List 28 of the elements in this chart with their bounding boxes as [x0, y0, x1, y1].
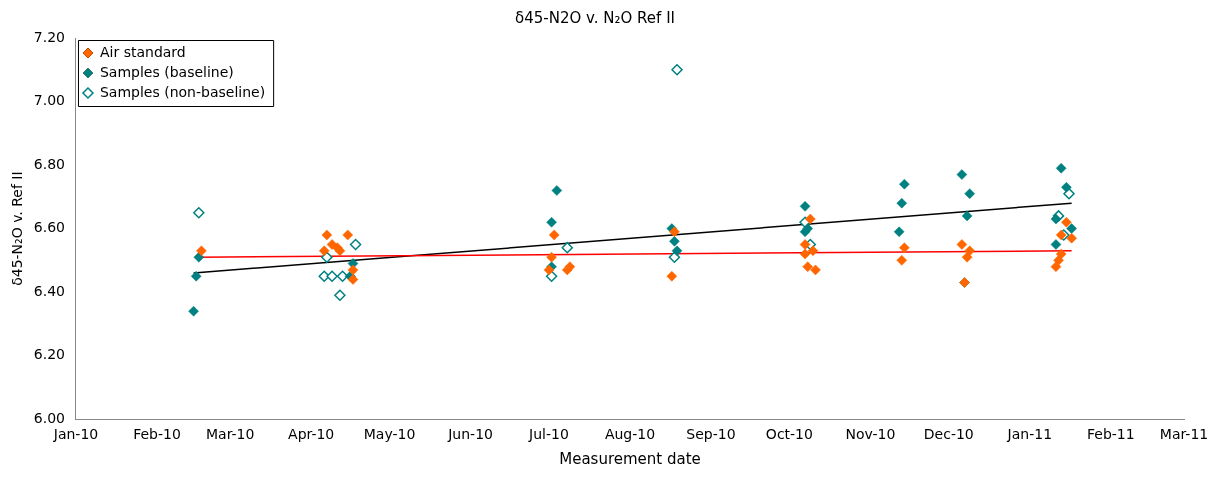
legend-label: Samples (non-baseline)	[99, 83, 266, 100]
y-tick-label: 6.80	[33, 155, 65, 172]
x-tick-label: Mar-10	[205, 426, 255, 443]
x-tick-label: Feb-11	[1087, 426, 1135, 443]
x-tick-label: Feb-10	[133, 426, 181, 443]
y-tick-label: 7.20	[33, 28, 65, 45]
y-tick-label: 6.20	[33, 346, 65, 363]
legend-label: Samples (baseline)	[99, 63, 234, 80]
x-tick-label: Jan-11	[1006, 426, 1053, 443]
legend-label: Air standard	[99, 43, 186, 60]
x-axis-title: Measurement date	[559, 449, 701, 468]
x-tick-label: May-10	[363, 426, 416, 443]
y-axis-title: δ45-N₂O v. Ref II	[9, 171, 26, 286]
chart-title: δ45-N2O v. N₂O Ref II	[515, 8, 675, 27]
x-tick-label: Jun-10	[447, 426, 493, 443]
x-tick-label: Apr-10	[288, 426, 335, 443]
y-tick-label: 6.60	[33, 219, 65, 236]
x-tick-label: Jul-10	[528, 426, 569, 443]
x-tick-label: Aug-10	[604, 426, 656, 443]
x-tick-label: Sep-10	[686, 426, 736, 443]
x-tick-label: Oct-10	[765, 426, 813, 443]
x-tick-label: Dec-10	[923, 426, 974, 443]
y-tick-label: 6.00	[33, 409, 65, 426]
x-tick-label: Mar-11	[1159, 426, 1209, 443]
x-tick-label: Jan-10	[52, 426, 99, 443]
x-tick-label: Nov-10	[845, 426, 896, 443]
y-tick-label: 7.00	[33, 92, 65, 109]
y-tick-label: 6.40	[33, 282, 65, 299]
